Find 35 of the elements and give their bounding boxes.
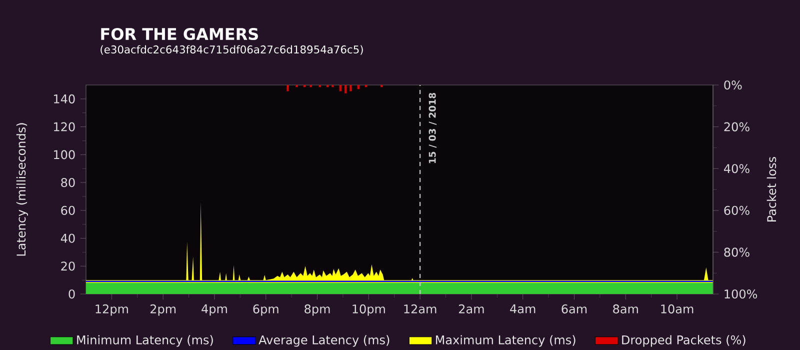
y-tick-label: 40 — [60, 234, 75, 243]
y2-tick-label: 60% — [724, 206, 750, 215]
legend-label: Maximum Latency (ms) — [436, 335, 576, 347]
y-tick-label: 20 — [61, 262, 75, 271]
x-tick-label: 8pm — [304, 304, 330, 316]
x-tick-label: 2pm — [150, 304, 176, 316]
chart-title: FOR THE GAMERS — [101, 28, 258, 40]
y2-tick-label: 20% — [724, 122, 750, 132]
x-tick-label: 4am — [510, 304, 536, 314]
y2-tick-label: 0% — [724, 80, 742, 90]
y-tick-label: 80 — [61, 178, 75, 188]
legend-label: Dropped Packets (%) — [622, 335, 746, 347]
x-tick-label: 4pm — [202, 304, 227, 316]
y2-tick-label: 80% — [724, 248, 750, 257]
x-tick-label: 12pm — [96, 304, 128, 316]
chart-subtitle: (e30acfdc2c643f84c715df06a27c6d18954a76c5) — [100, 45, 363, 55]
y-axis-title: Latency (milliseconds) — [16, 123, 28, 256]
x-tick-label: 12am — [404, 304, 436, 314]
x-tick-label: 10pm — [352, 304, 385, 316]
y-tick-label: 140 — [54, 94, 75, 104]
y2-axis-title: Packet loss — [766, 156, 776, 222]
x-tick-label: 2am — [458, 304, 484, 314]
y-tick-label: 120 — [54, 122, 75, 132]
y2-tick-label: 100% — [724, 289, 758, 299]
legend-label: Average Latency (ms) — [258, 335, 390, 347]
x-tick-label: 8am — [613, 304, 638, 314]
x-tick-label: 6pm — [253, 304, 278, 316]
y-tick-label: 100 — [54, 150, 75, 160]
x-tick-label: 6am — [562, 304, 587, 314]
y2-tick-label: 40% — [724, 164, 750, 174]
legend-label: Minimum Latency (ms) — [77, 335, 213, 347]
y-tick-label: 60 — [61, 206, 75, 215]
ref-line-label: 15 / 03 / 2018 — [428, 92, 437, 164]
x-tick-label: 10am — [661, 304, 694, 314]
y-tick-label: 0 — [68, 289, 75, 299]
